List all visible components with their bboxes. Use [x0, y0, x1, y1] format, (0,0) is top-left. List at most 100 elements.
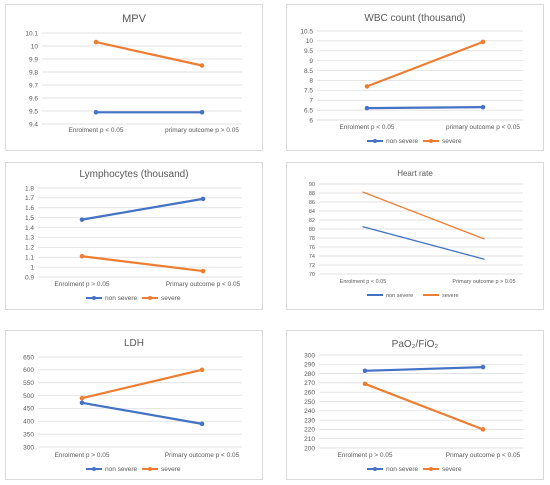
y-tick-label: 9.8 [29, 69, 38, 76]
legend-label: non severe [105, 466, 138, 473]
y-tick-label: 88 [309, 191, 315, 197]
data-point [93, 39, 99, 45]
chart-wbc: WBC count (thousand) 6 6.5 7 7.5 8 8.5 9 9.5 10 10… [300, 13, 523, 145]
x-category-label: Primary outcome p < 0.05 [165, 452, 240, 459]
y-tick-label: 10 [31, 43, 39, 50]
series-line-severe [80, 368, 204, 400]
y-tick-label: 10.5 [300, 28, 313, 35]
y-tick-label: 220 [304, 427, 315, 434]
data-point [480, 364, 486, 370]
legend-label: non severe [386, 293, 413, 299]
y-tick-label: 350 [23, 431, 34, 438]
data-point [199, 63, 205, 68]
series-line-non-severe [362, 226, 485, 260]
legend-label: severe [442, 466, 462, 473]
x-category-label: Enrolment p < 0.05 [339, 124, 394, 131]
data-point [364, 84, 370, 89]
data-point [79, 395, 85, 401]
data-point [79, 400, 85, 406]
series-line-severe [94, 40, 204, 67]
y-tick-label: 9.5 [29, 108, 38, 115]
data-point [362, 368, 368, 374]
legend-label: non severe [105, 295, 138, 302]
y-tick-label: 9.9 [29, 56, 38, 63]
y-tick-label: 600 [23, 367, 34, 374]
y-tick-label: 270 [304, 380, 315, 387]
legend-marker [429, 139, 433, 143]
y-tick-label: 300 [23, 444, 34, 451]
y-tick-label: 9 [309, 58, 313, 65]
data-point [199, 421, 205, 427]
legend-item: non severe [86, 466, 138, 473]
series-line-severe [365, 40, 485, 88]
legend-item: non severe [367, 293, 413, 299]
legend-item: severe [423, 293, 459, 299]
y-tick-label: 650 [23, 354, 34, 361]
y-tick-label: 78 [309, 236, 315, 242]
y-tick-label: 74 [309, 254, 315, 260]
y-tick-label: 80 [309, 227, 315, 233]
x-category-label: primary outcome p < 0.05 [446, 124, 520, 131]
y-tick-label: 230 [304, 417, 315, 424]
x-category-label: Primary outcome p < 0.05 [446, 452, 521, 459]
chart-title: Lymphocytes (thousand) [79, 169, 188, 180]
chart-lymphocytes: Lymphocytes (thousand) 0.9 1 1.1 1.2 1.3 1.4 1.… [25, 169, 242, 302]
y-tick-label: 6.5 [304, 107, 313, 114]
legend-item: non severe [86, 295, 138, 302]
legend-marker [148, 467, 152, 471]
data-point [200, 268, 206, 274]
data-point [199, 110, 205, 115]
data-point [79, 217, 85, 222]
y-tick-label: 450 [23, 406, 34, 413]
y-tick-label: 6 [309, 117, 313, 124]
data-point [480, 104, 486, 110]
legend-item: severe [142, 295, 181, 302]
chart-title: WBC count (thousand) [364, 13, 465, 24]
y-tick-label: 260 [304, 389, 315, 396]
legend-marker [373, 139, 377, 143]
legend-item: non severe [367, 138, 419, 145]
data-point [199, 367, 205, 373]
chart-panel-mpv: MPV 9.4 9.5 9.6 9.7 9.8 9.9 10 10.1 Enrolment p <… [5, 4, 263, 151]
y-tick-label: 10 [306, 38, 314, 45]
y-tick-label: 300 [304, 352, 315, 359]
data-point [200, 196, 206, 202]
y-tick-label: 500 [23, 393, 34, 400]
legend-marker [373, 467, 377, 471]
legend-marker [429, 467, 433, 471]
y-tick-label: 1.2 [25, 245, 34, 252]
y-tick-label: 8.5 [304, 68, 313, 75]
y-tick-label: 1.8 [25, 185, 34, 192]
series-line-non-severe [363, 365, 485, 372]
y-tick-label: 7.5 [304, 88, 313, 95]
chart-panel-lymphocytes: Lymphocytes (thousand) 0.9 1 1.1 1.2 1.3 1.4 1.… [5, 162, 263, 310]
legend-label: severe [442, 293, 459, 299]
chart-ldh: LDH 300 350 400 450 500 550 600 650 Enrolment p >… [23, 338, 242, 473]
chart-title: PaO₂/FiO₂ [392, 339, 439, 350]
y-tick-label: 280 [304, 371, 315, 378]
series-line-non-severe [365, 106, 485, 110]
y-tick-label: 84 [309, 209, 315, 215]
y-tick-label: 0.9 [25, 274, 34, 281]
y-tick-label: 400 [23, 419, 34, 426]
chart-title: MPV [122, 13, 147, 25]
y-tick-label: 7 [309, 97, 313, 104]
legend-label: non severe [386, 138, 419, 145]
x-category-label: Primary outcome p > 0.05 [452, 279, 515, 285]
y-tick-label: 9.4 [29, 121, 38, 128]
chart-panel-ldh: LDH 300 350 400 450 500 550 600 650 Enrolment p >… [5, 330, 263, 480]
chart-title: LDH [124, 338, 144, 349]
legend-marker [148, 296, 152, 300]
x-category-label: Enrolment p < 0.05 [340, 279, 387, 285]
data-point [93, 110, 99, 115]
x-category-label: Enrolment p > 0.05 [337, 452, 392, 459]
x-category-label: Enrolment p > 0.05 [54, 452, 109, 459]
legend-marker [92, 467, 96, 471]
chart-panel-wbc: WBC count (thousand) 6 6.5 7 7.5 8 8.5 9 9.5 10 10… [286, 4, 544, 151]
data-point [480, 427, 486, 432]
x-category-label: primary outcome p > 0.05 [165, 127, 239, 134]
y-tick-label: 82 [309, 218, 315, 224]
y-tick-label: 72 [309, 263, 315, 269]
legend-item: severe [423, 466, 462, 473]
chart-panel-pao2-fio2: PaO₂/FiO₂ 200 210 220 230 240 250 260 270 280 290 3… [286, 330, 544, 480]
